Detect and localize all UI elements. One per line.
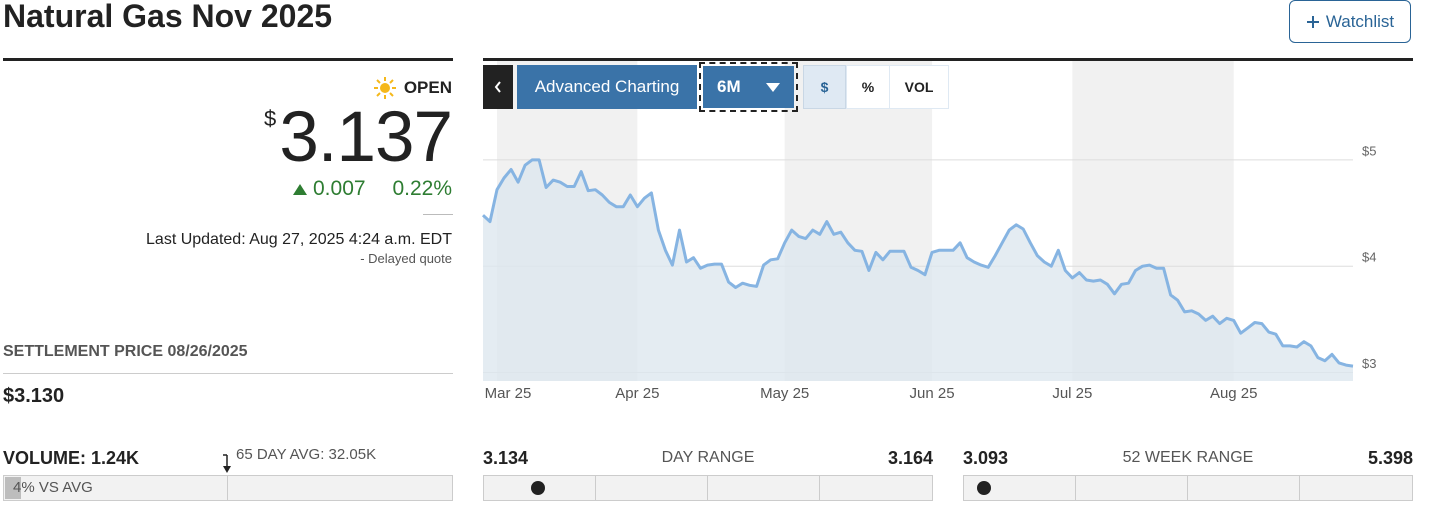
- volume-toggle[interactable]: VOL: [889, 65, 949, 109]
- range-divider: [1299, 476, 1300, 500]
- range-bar: [963, 475, 1413, 501]
- y-tick-label: $3: [1362, 356, 1376, 371]
- last-updated: Last Updated: Aug 27, 2025 4:24 a.m. EDT: [146, 231, 452, 248]
- price-line: [481, 158, 1354, 368]
- range-divider: [819, 476, 820, 500]
- range-label: DAY RANGE: [661, 449, 755, 466]
- x-tick-label: Jun 25: [910, 385, 955, 402]
- settlement-label: SETTLEMENT PRICE 08/26/2025: [3, 343, 248, 360]
- divider: [3, 58, 453, 61]
- advanced-charting-button[interactable]: Advanced Charting: [517, 65, 697, 109]
- range-high: 5.398: [1367, 448, 1413, 468]
- range-marker: [531, 481, 546, 495]
- range-low: 3.093: [963, 448, 1009, 468]
- range-divider: [707, 476, 708, 500]
- percent-toggle[interactable]: %: [846, 65, 890, 109]
- market-status: OPEN: [403, 78, 452, 97]
- range-divider: [1075, 476, 1076, 500]
- period-dropdown[interactable]: 6M: [699, 62, 798, 112]
- volume-vs-average: 4% VS AVG: [13, 479, 93, 496]
- settlement-value: $3.130: [3, 385, 65, 407]
- x-tick-label: Mar 25: [485, 385, 532, 402]
- x-tick-label: Apr 25: [615, 385, 659, 402]
- back-button[interactable]: [483, 65, 513, 109]
- separator: [423, 214, 453, 215]
- period-selector: 6M: [703, 66, 794, 108]
- price: 3.137: [279, 98, 453, 177]
- volume-bar: 4% VS AVG: [3, 475, 453, 501]
- volume-fill: [5, 477, 21, 499]
- range-low: 3.134: [483, 448, 529, 468]
- delayed-note: - Delayed quote: [360, 251, 452, 266]
- avg-marker: [223, 454, 231, 473]
- watchlist-label: Watchlist: [1325, 11, 1395, 31]
- plus-icon: [1306, 15, 1319, 28]
- y-tick-label: $5: [1362, 143, 1376, 158]
- x-tick-label: May 25: [760, 385, 809, 402]
- range-divider: [595, 476, 596, 500]
- range-bar: [483, 475, 933, 501]
- range-marker: [977, 481, 992, 495]
- period-label: 6M: [717, 77, 741, 96]
- watchlist-button[interactable]: Watchlist: [1289, 0, 1411, 43]
- range-label: 52 WEEK RANGE: [1122, 449, 1254, 466]
- page-title: Natural Gas Nov 2025: [3, 0, 333, 34]
- volume-label: VOLUME: 1.24K: [3, 448, 140, 468]
- x-tick-label: Aug 25: [1210, 385, 1258, 402]
- price-change-percent: 0.22%: [392, 177, 452, 200]
- sun-icon: [374, 77, 396, 99]
- up-arrow: [293, 184, 307, 195]
- y-tick-label: $4: [1362, 250, 1376, 265]
- dollar-toggle[interactable]: $: [803, 65, 846, 109]
- dropdown-arrow: [766, 82, 780, 92]
- chevron-icon: [494, 81, 501, 93]
- chart: $5 $4 $3 Mar 25 Apr 25 May 25 Jun 25 Jul 25 Aug …: [481, 60, 1376, 402]
- range-divider: [1187, 476, 1188, 500]
- currency: $: [264, 106, 277, 131]
- range-high: 3.164: [887, 448, 933, 468]
- separator: [3, 373, 453, 374]
- divider: [483, 58, 1413, 61]
- volume-average: 65 DAY AVG: 32.05K: [236, 446, 377, 463]
- x-tick-label: Jul 25: [1052, 385, 1092, 402]
- price-change: 0.007: [313, 177, 366, 200]
- avg-divider: [227, 476, 228, 500]
- area: [483, 159, 1353, 381]
